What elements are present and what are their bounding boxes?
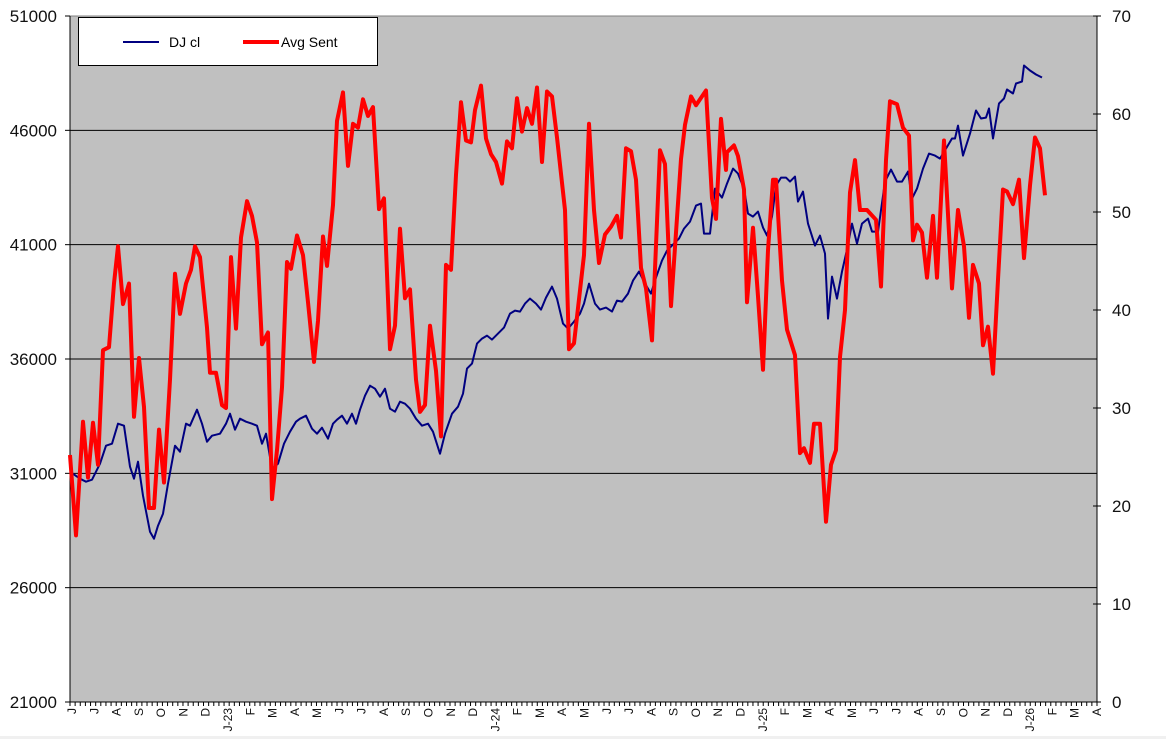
left-y-axis: 21000 26000 31000 36000 41000 46000 51000 (10, 7, 71, 712)
right-tick-label: 50 (1112, 203, 1131, 222)
x-tick-label: M (578, 708, 592, 718)
x-tick-label: J (332, 708, 346, 714)
x-tick-label: J-23 (221, 708, 235, 732)
legend-item-dj: DJ cl (123, 34, 200, 50)
right-y-axis: 0 10 20 30 40 50 60 70 (1093, 7, 1131, 712)
x-tick-label: A (1090, 708, 1104, 716)
x-tick-label: N (444, 708, 458, 717)
right-tick-label: 20 (1112, 497, 1131, 516)
x-tick-label: J (622, 708, 636, 714)
x-tick-label: F (778, 708, 792, 715)
x-tick-label: O (154, 708, 168, 717)
left-tick-label: 46000 (10, 121, 57, 140)
x-tick-label: D (733, 708, 747, 717)
gridlines (70, 129, 1097, 589)
x-tick-label: A (110, 708, 124, 716)
sent-line-swatch-icon (243, 40, 279, 44)
x-tick-label: S (399, 708, 413, 716)
x-tick-label: F (511, 708, 525, 715)
x-tick-label: J-24 (488, 708, 502, 732)
x-tick-label: F (243, 708, 257, 715)
x-tick-label: S (934, 708, 948, 716)
x-tick-label: J (867, 708, 881, 714)
x-tick-label: D (466, 708, 480, 717)
x-tick-label: N (176, 708, 190, 717)
x-tick-label: A (644, 708, 658, 716)
avg-sentiment-series-line (68, 83, 1047, 538)
x-tick-label: D (1001, 708, 1015, 717)
right-tick-label: 60 (1112, 105, 1131, 124)
x-tick-label: M (845, 708, 859, 718)
right-tick-label: 40 (1112, 301, 1131, 320)
left-tick-label: 36000 (10, 350, 57, 369)
x-tick-label: F (1045, 708, 1059, 715)
x-tick-label: O (956, 708, 970, 717)
dj-line-swatch-icon (123, 41, 159, 43)
x-tick-label: A (823, 708, 837, 716)
x-tick-label: N (711, 708, 725, 717)
left-tick-label: 41000 (10, 236, 57, 255)
x-tick-label: J (600, 708, 614, 714)
legend-label-sent: Avg Sent (281, 34, 338, 50)
right-tick-label: 10 (1112, 595, 1131, 614)
left-tick-label: 31000 (10, 464, 57, 483)
x-tick-label: J (355, 708, 369, 714)
left-tick-label: 21000 (10, 693, 57, 712)
x-axis: J J A S O N D J-23 F M A M J J A S O N D J-24 F M A M J J A S O N D J-2… (65, 701, 1104, 732)
x-tick-label: S (132, 708, 146, 716)
x-tick-label: J (889, 708, 903, 714)
x-tick-label: J-25 (756, 708, 770, 732)
x-tick-label: O (422, 708, 436, 717)
right-tick-label: 70 (1112, 7, 1131, 26)
x-tick-label: M (533, 708, 547, 718)
x-tick-label: A (288, 708, 302, 716)
x-tick-label: J-26 (1023, 708, 1037, 732)
chart-legend: DJ cl Avg Sent (78, 17, 378, 66)
x-tick-label: A (555, 708, 569, 716)
x-tick-label: M (266, 708, 280, 718)
left-tick-label: 26000 (10, 579, 57, 598)
x-tick-label: M (310, 708, 324, 718)
legend-item-sent: Avg Sent (243, 34, 338, 50)
x-tick-label: N (979, 708, 993, 717)
x-tick-label: O (689, 708, 703, 717)
x-tick-label: J (87, 708, 101, 714)
x-tick-label: A (377, 708, 391, 716)
right-tick-label: 30 (1112, 399, 1131, 418)
x-tick-label: S (667, 708, 681, 716)
right-tick-label: 0 (1112, 693, 1121, 712)
x-tick-label: A (912, 708, 926, 716)
window-bottom-edge (0, 736, 1166, 739)
x-tick-label: D (199, 708, 213, 717)
x-tick-label: M (800, 708, 814, 718)
legend-label-dj: DJ cl (169, 34, 201, 50)
x-tick-label: M (1068, 708, 1082, 718)
x-tick-label: J (65, 708, 79, 714)
left-tick-label: 51000 (10, 7, 57, 26)
